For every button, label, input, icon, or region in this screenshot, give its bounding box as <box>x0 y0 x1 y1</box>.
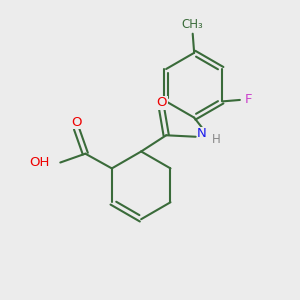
Text: N: N <box>197 127 207 140</box>
Text: OH: OH <box>30 156 50 169</box>
Text: H: H <box>212 133 220 146</box>
Text: CH₃: CH₃ <box>182 18 204 32</box>
Text: O: O <box>157 96 167 110</box>
Text: O: O <box>71 116 82 129</box>
Text: F: F <box>244 93 252 106</box>
